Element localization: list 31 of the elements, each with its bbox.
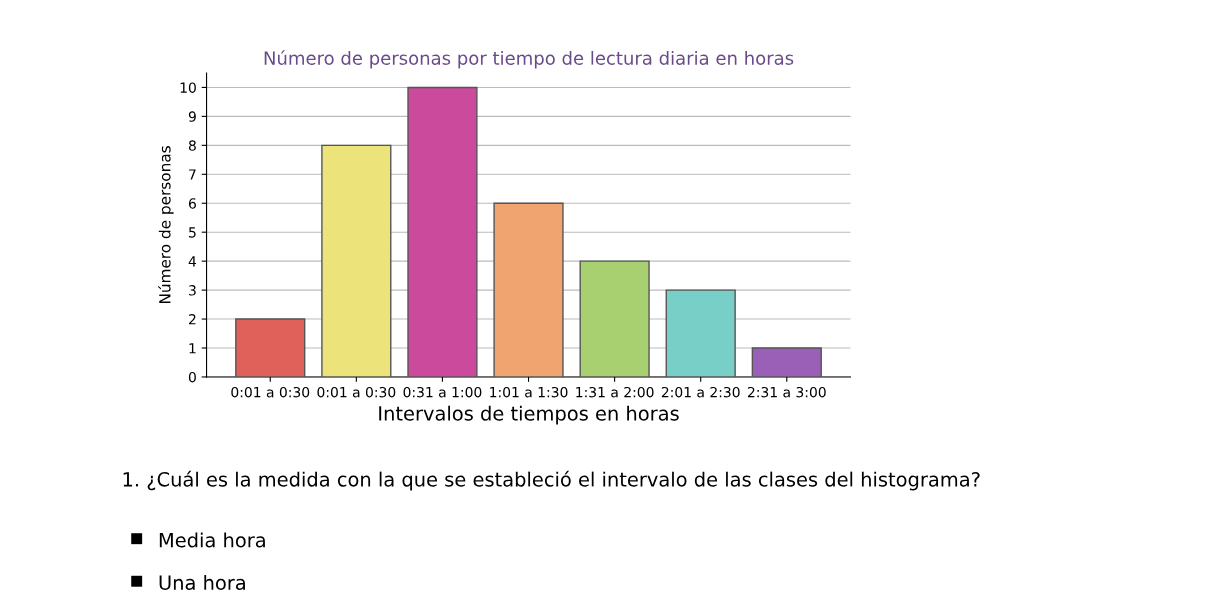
- text: 1. ¿Cuál es la medida con la que se estableció el intervalo de las clases del histograma?: [123, 470, 980, 491]
- y-tick-label: 8: [188, 140, 196, 151]
- y-axis-title: Número de personas: [158, 146, 174, 304]
- x-tick-label: 2:01 a 2:30: [661, 386, 740, 398]
- y-tick-label: 10: [180, 82, 196, 93]
- y-tick-label: 0: [188, 371, 196, 383]
- x-tick-label: 1:01 a 1:30: [490, 386, 568, 398]
- x-tick-label: 2:31 a 3:00: [747, 386, 826, 398]
- bar: [493, 202, 564, 377]
- bar: [579, 260, 650, 377]
- y-tick-label: 4: [188, 256, 197, 267]
- bar: [751, 347, 822, 377]
- x-tick-label: 1:31 a 2:00: [576, 386, 654, 398]
- x-tick-label: 0:01 a 0:30: [231, 386, 310, 398]
- y-tick-label: 6: [188, 198, 196, 209]
- y-tick-label: 2: [189, 314, 196, 325]
- x-tick-label: 0:01 a 0:30: [317, 386, 396, 398]
- bar: [665, 289, 736, 377]
- y-tick-label: 1: [189, 343, 196, 354]
- chart-title: Número de personas por tiempo de lectura diaria en horas: [264, 50, 794, 69]
- x-axis-title: Intervalos de tiempos en horas: [379, 405, 679, 425]
- bar: [235, 318, 306, 377]
- bar: [407, 86, 478, 377]
- x-tick-label: 0:31 a 1:00: [403, 386, 482, 398]
- y-tick-label: 5: [189, 227, 196, 238]
- y-tick-label: 3: [189, 285, 196, 296]
- bar: [321, 144, 392, 377]
- y-tick-label: 7: [189, 169, 196, 180]
- text: Una hora: [159, 574, 245, 591]
- text: Media hora: [159, 532, 265, 548]
- y-tick-label: 9: [188, 111, 196, 122]
